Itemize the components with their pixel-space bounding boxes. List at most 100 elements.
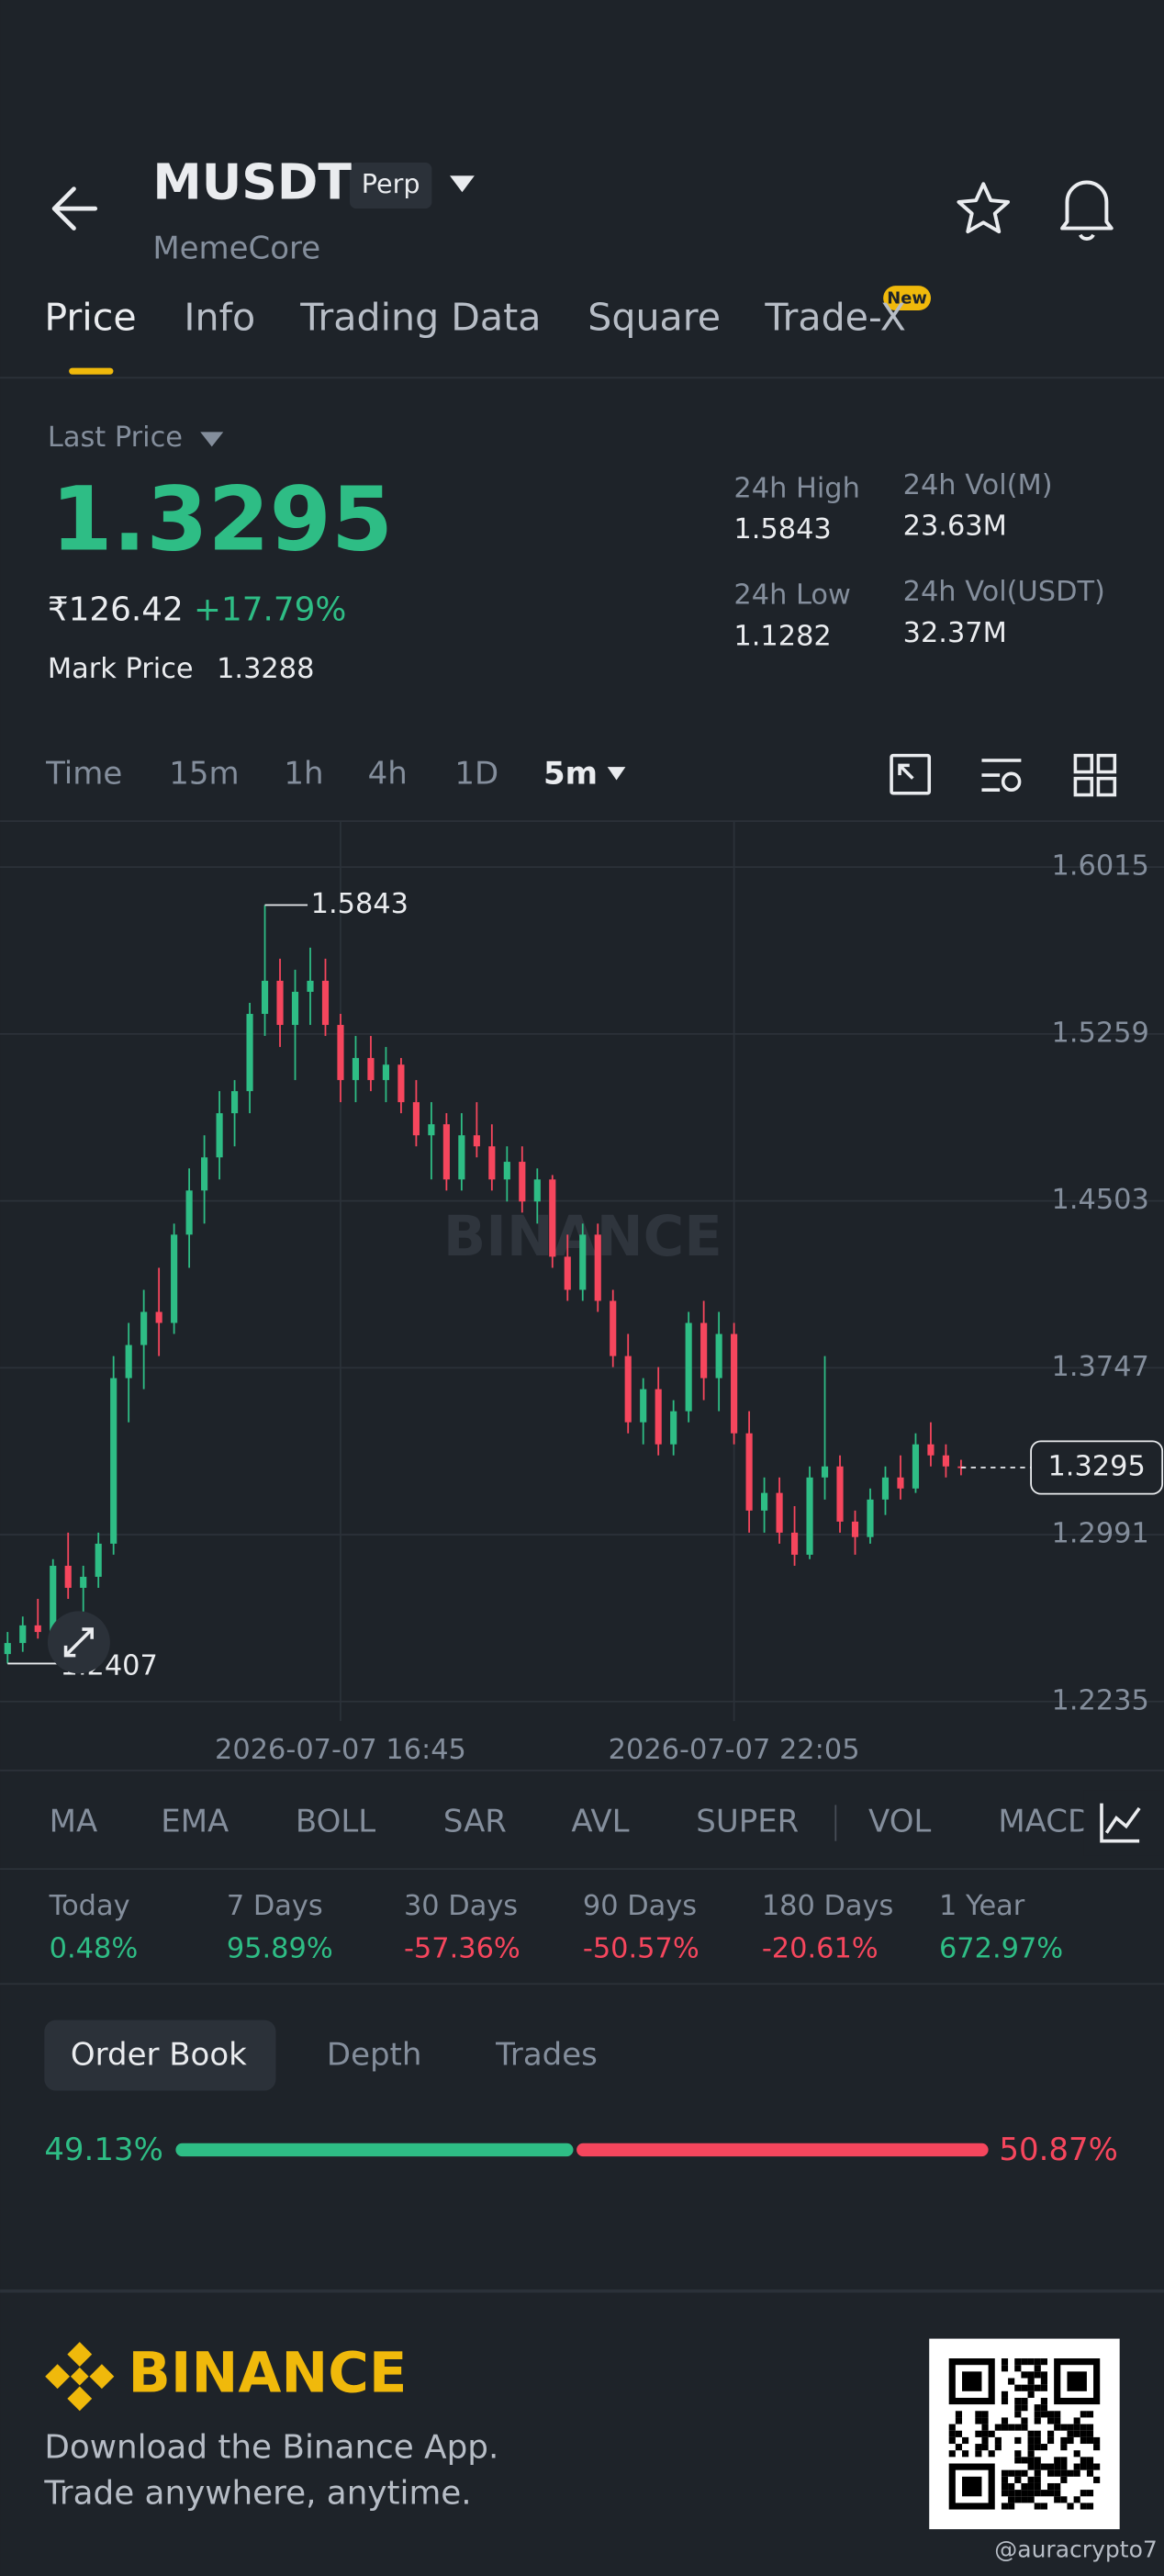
favorite-button[interactable] [957, 182, 1011, 234]
qr-cell [1067, 2430, 1074, 2437]
qr-cell [1046, 2436, 1055, 2445]
candle-body [185, 1190, 193, 1235]
qr-cell [1001, 2365, 1009, 2372]
candle-body [291, 991, 299, 1026]
qr-cell [1027, 2384, 1035, 2391]
qr-cell [1086, 2457, 1094, 2464]
qr-cell [1034, 2430, 1041, 2437]
interval-dropdown[interactable] [607, 767, 626, 781]
qr-cell [975, 2417, 982, 2424]
candle-body [125, 1344, 132, 1378]
stat-label: 24h Vol(USDT) [903, 576, 1105, 608]
qr-cell [1073, 2496, 1080, 2503]
interval[interactable]: 5m [543, 756, 598, 793]
last-price-tag-label: 1.3295 [1047, 1450, 1145, 1482]
qr-cell [1040, 2378, 1047, 2385]
qr-cell [1086, 2424, 1094, 2431]
qr-cell [1021, 2490, 1028, 2497]
alert-button[interactable] [1060, 180, 1114, 242]
qr-cell [1014, 2476, 1022, 2483]
qr-finder [1067, 2371, 1087, 2391]
qr-cell [1046, 2482, 1055, 2491]
tab[interactable]: Trading Data [299, 296, 541, 340]
qr-cell [1086, 2463, 1094, 2470]
qr-cell [1001, 2503, 1009, 2510]
candle-body [95, 1543, 102, 1577]
qr-cell [1021, 2424, 1028, 2431]
candle-body [397, 1064, 405, 1103]
order-book-tab[interactable]: Trades [495, 2036, 598, 2073]
qr-cell [994, 2444, 1002, 2451]
indicator[interactable]: MA [50, 1804, 98, 1840]
candle-body [64, 1565, 72, 1588]
qr-cell [1021, 2469, 1028, 2477]
qr-cell [975, 2411, 982, 2418]
qr-cell [1027, 2444, 1035, 2451]
qr-cell [1027, 2476, 1035, 2483]
order-book-tab[interactable]: Depth [327, 2036, 421, 2073]
active-tab-indicator [69, 367, 114, 375]
stat-value: 23.63M [903, 511, 1007, 543]
indicator[interactable]: EMA [161, 1804, 229, 1840]
indicator[interactable]: VOL [868, 1804, 931, 1840]
qr-cell [1034, 2463, 1041, 2470]
interval[interactable]: 15m [169, 756, 239, 793]
indicator[interactable]: AVL [571, 1804, 629, 1840]
qr-cell [1014, 2397, 1022, 2405]
candle-body [594, 1234, 601, 1301]
interval[interactable]: 4h [368, 756, 408, 793]
qr-cell [1014, 2436, 1022, 2445]
indicator[interactable]: SUPER [696, 1804, 799, 1840]
qr-cell [1060, 2444, 1068, 2451]
qr-cell [981, 2417, 989, 2424]
qr-cell [1034, 2476, 1041, 2483]
bid-bar [175, 2143, 574, 2157]
qr-cell [1001, 2476, 1009, 2483]
tab[interactable]: Square [588, 296, 721, 340]
qr-cell [1067, 2424, 1074, 2431]
tab[interactable]: Price [44, 296, 136, 340]
candle-body [140, 1311, 148, 1345]
qr-cell [1014, 2469, 1022, 2477]
interval[interactable]: 1h [284, 756, 323, 793]
qr-cell [1073, 2450, 1080, 2458]
performance-value: -57.36% [404, 1932, 520, 1964]
candle-body [610, 1300, 617, 1356]
candle-body [912, 1444, 920, 1489]
candle-body [927, 1444, 935, 1456]
qr-cell [1073, 2469, 1080, 2477]
qr-cell [1040, 2490, 1047, 2497]
indicator[interactable]: SAR [443, 1804, 507, 1840]
interval[interactable]: Time [45, 756, 122, 793]
performance-label: 90 Days [583, 1890, 697, 1922]
candle-body [715, 1333, 722, 1378]
qr-cell [1073, 2430, 1080, 2437]
symbol-dropdown[interactable] [450, 175, 475, 193]
last-price-label[interactable]: Last Price [48, 422, 183, 454]
qr-cell [1040, 2384, 1047, 2391]
candle-body [821, 1466, 829, 1478]
candle-body [412, 1102, 420, 1136]
indicator[interactable]: BOLL [296, 1804, 375, 1840]
candle-body [881, 1477, 890, 1500]
candle-body [700, 1322, 708, 1378]
qr-cell [988, 2450, 995, 2458]
qr-cell [1086, 2469, 1094, 2477]
indicator-settings[interactable] [1100, 1803, 1141, 1843]
active-tab-pill [44, 2019, 276, 2091]
interval[interactable]: 1D [454, 756, 498, 793]
qr-cell [1054, 2424, 1061, 2431]
qr-cell [975, 2444, 982, 2451]
qr-cell [1014, 2457, 1022, 2464]
tab[interactable]: Info [184, 296, 255, 340]
tab[interactable]: Trade-X [764, 296, 906, 340]
chart-tools[interactable] [890, 753, 1117, 797]
back-button[interactable] [51, 186, 98, 231]
order-book-tab[interactable]: Order Book [71, 2036, 247, 2073]
qr-cell [1027, 2358, 1035, 2366]
indicator[interactable]: MACD [998, 1804, 1091, 1840]
candle-body [549, 1179, 556, 1257]
price-type-dropdown[interactable] [200, 432, 224, 447]
qr-cell [1060, 2496, 1068, 2503]
candle-body [458, 1135, 465, 1180]
